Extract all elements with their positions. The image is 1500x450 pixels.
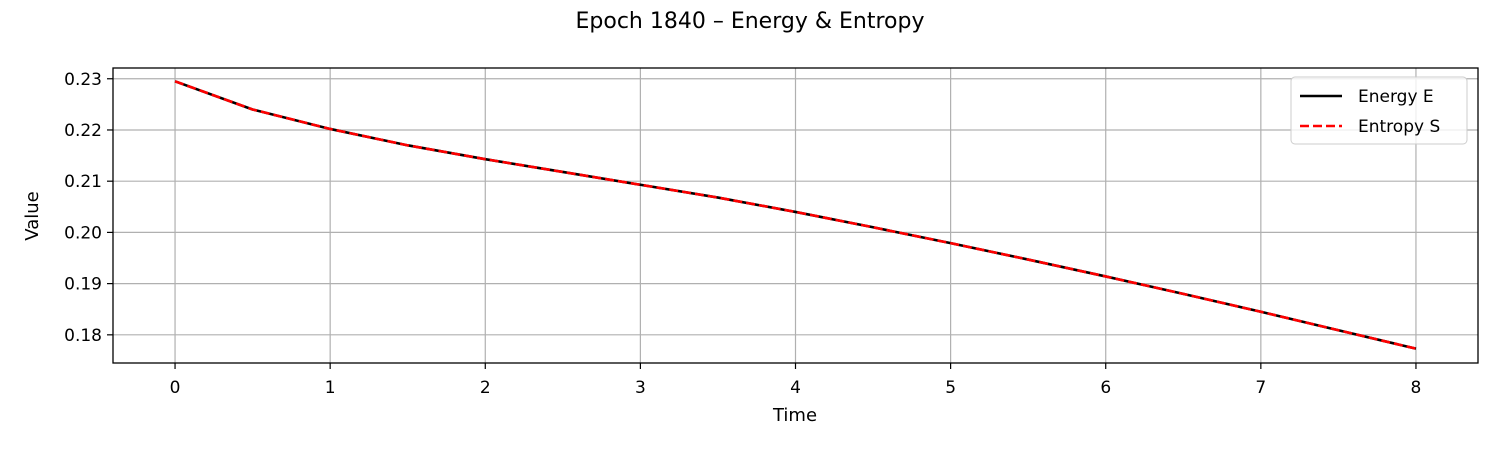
- y-tick-label: 0.19: [64, 275, 102, 295]
- x-tick-label: 6: [1100, 378, 1111, 398]
- y-tick-label: 0.21: [64, 172, 102, 192]
- x-tick-label: 1: [325, 378, 336, 398]
- series-layer: [174, 80, 1417, 350]
- x-tick-label: 5: [945, 378, 956, 398]
- x-tick-label: 7: [1255, 378, 1266, 398]
- legend-label-entropy: Entropy S: [1358, 117, 1440, 137]
- x-axis-label: Time: [772, 405, 817, 426]
- grid: [113, 68, 1478, 363]
- x-tick-label: 2: [480, 378, 491, 398]
- x-tick-label: 3: [635, 378, 646, 398]
- y-tick-label: 0.23: [64, 70, 102, 90]
- x-tick-label: 4: [790, 378, 801, 398]
- y-axis: 0.18 0.19 0.20 0.21 0.22 0.23: [64, 70, 113, 346]
- x-tick-label: 0: [170, 378, 181, 398]
- legend-label-energy: Energy E: [1358, 87, 1434, 107]
- y-tick-label: 0.22: [64, 121, 102, 141]
- x-axis: 0 1 2 3 4 5 6 7 8: [170, 363, 1422, 398]
- series-line-entropy: [174, 80, 1417, 350]
- legend: Energy E Entropy S: [1290, 76, 1468, 145]
- y-tick-label: 0.20: [64, 223, 102, 243]
- y-axis-label: Value: [22, 191, 43, 240]
- x-tick-label: 8: [1411, 378, 1422, 398]
- chart-title: Epoch 1840 – Energy & Entropy: [576, 9, 925, 34]
- y-tick-label: 0.18: [64, 326, 102, 346]
